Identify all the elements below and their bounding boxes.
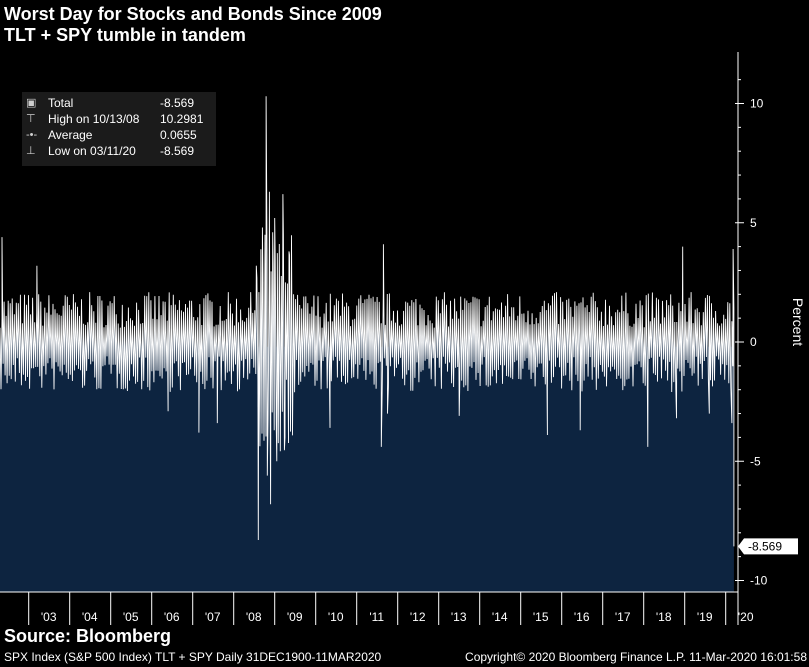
x-tick-label: '05 bbox=[123, 610, 139, 624]
high-marker-icon: ⊤ bbox=[26, 113, 36, 125]
legend-name: High on 10/13/08 bbox=[48, 112, 140, 126]
last-value-text: -8.569 bbox=[748, 539, 782, 553]
x-tick-label: '13 bbox=[451, 610, 467, 624]
low-marker-icon: ⊥ bbox=[26, 145, 36, 157]
area-fill bbox=[0, 96, 734, 593]
footer-left-text: SPX Index (S&P 500 Index) TLT + SPY Dail… bbox=[4, 650, 382, 664]
x-tick-label: '17 bbox=[615, 610, 631, 624]
legend-name: Low on 03/11/20 bbox=[48, 144, 136, 158]
x-tick-label: '12 bbox=[410, 610, 426, 624]
chart-subtitle: TLT + SPY tumble in tandem bbox=[4, 25, 246, 45]
legend-row-total: ▣ Total -8.569 bbox=[26, 95, 216, 111]
x-tick-label: '11 bbox=[369, 610, 384, 624]
last-value-box bbox=[738, 538, 798, 555]
x-tick-label: '16 bbox=[574, 610, 590, 624]
legend-value: 10.2981 bbox=[160, 112, 204, 126]
x-tick-label: '19 bbox=[697, 610, 713, 624]
x-tick-label: '10 bbox=[328, 610, 344, 624]
box-icon: ▣ bbox=[26, 97, 37, 109]
x-tick-label: '18 bbox=[656, 610, 672, 624]
y-tick-label: 0 bbox=[750, 335, 757, 349]
legend-value: -8.569 bbox=[160, 144, 195, 158]
chart-title: Worst Day for Stocks and Bonds Since 200… bbox=[4, 4, 382, 24]
y-tick-label: 5 bbox=[750, 216, 757, 230]
x-tick-label: '09 bbox=[287, 610, 303, 624]
y-tick-label: 10 bbox=[750, 97, 764, 111]
x-tick-label: '08 bbox=[246, 610, 262, 624]
x-tick-label: '07 bbox=[205, 610, 221, 624]
y-tick-label: -10 bbox=[750, 574, 768, 588]
legend-value: 0.0655 bbox=[160, 128, 197, 142]
y-tick-label: -5 bbox=[750, 454, 761, 468]
legend-name: Total bbox=[48, 96, 74, 110]
footer-bar: SPX Index (S&P 500 Index) TLT + SPY Dail… bbox=[4, 650, 807, 664]
legend-row-high: ⊤ High on 10/13/08 10.2981 bbox=[26, 111, 216, 127]
x-tick-label: '15 bbox=[533, 610, 549, 624]
last-value-label: -8.569 bbox=[738, 538, 798, 555]
x-tick-label: '20 bbox=[738, 610, 754, 624]
legend: ▣ Total -8.569 ⊤ High on 10/13/08 10.298… bbox=[22, 92, 216, 166]
x-tick-label: '06 bbox=[164, 610, 180, 624]
footer-right-text: Copyright© 2020 Bloomberg Finance L.P. 1… bbox=[465, 650, 807, 664]
source-label: Source: Bloomberg bbox=[4, 626, 172, 646]
y-axis-title: Percent bbox=[790, 298, 806, 346]
legend-row-average: -•- Average 0.0655 bbox=[26, 127, 216, 143]
legend-name: Average bbox=[48, 128, 93, 142]
legend-row-low: ⊥ Low on 03/11/20 -8.569 bbox=[26, 143, 216, 159]
chart-title-block: Worst Day for Stocks and Bonds Since 200… bbox=[4, 4, 382, 46]
legend-value: -8.569 bbox=[160, 96, 195, 110]
x-tick-label: '04 bbox=[82, 610, 98, 624]
x-tick-label: '14 bbox=[492, 610, 508, 624]
series-line bbox=[0, 96, 735, 547]
x-tick-label: '03 bbox=[41, 610, 57, 624]
average-marker-icon: -•- bbox=[26, 129, 38, 141]
